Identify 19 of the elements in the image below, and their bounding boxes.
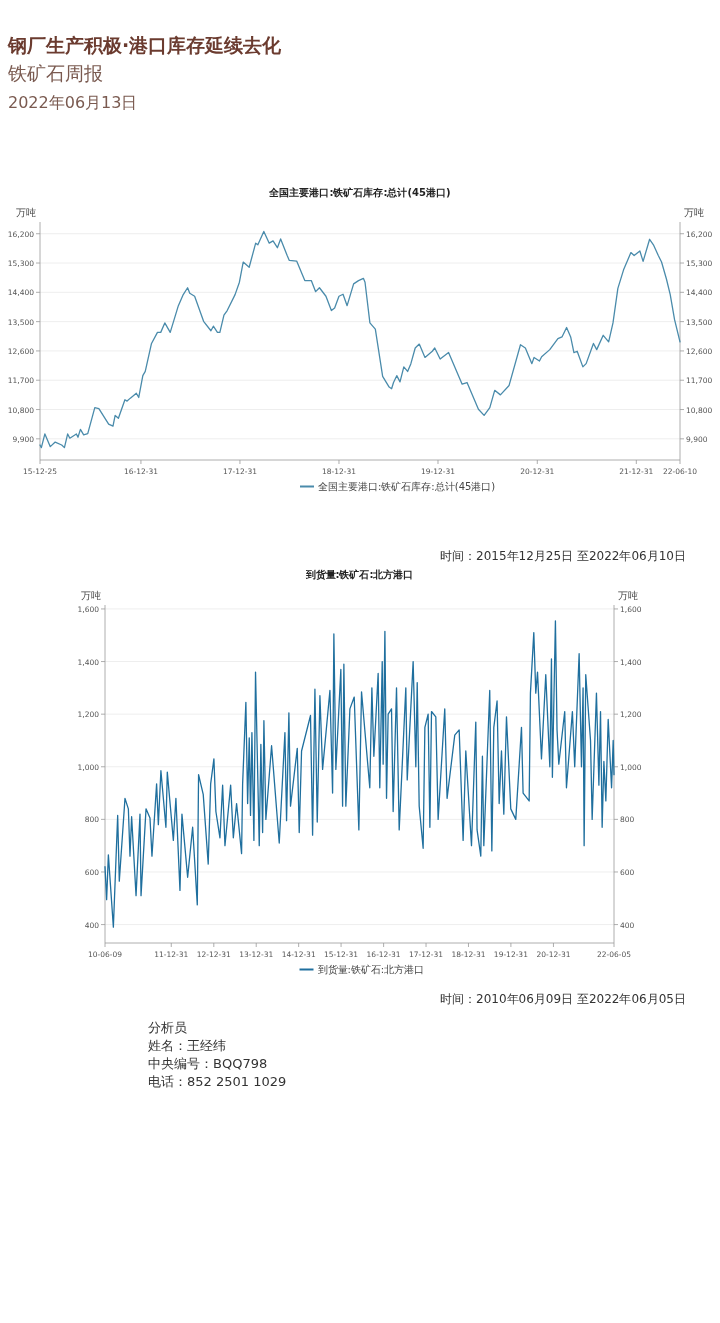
text: 铁矿石周报 (7, 62, 103, 84)
y-axis-title: 万吨 (16, 207, 36, 218)
text: 电话：852 2501 1029 (148, 1074, 287, 1089)
y2-axis-title: 万吨 (684, 207, 704, 218)
line-series (39, 230, 681, 449)
legend-label: 到货量:铁矿石:北方港口 (317, 964, 425, 975)
text: 时间：2015年12月25日 至2022年06月10日 (440, 549, 686, 563)
text: 姓名：王经纬 (148, 1038, 226, 1053)
chart-title: 到货量:铁矿石:北方港口 (304, 569, 414, 580)
legend-label: 全国主要港口:铁矿石库存:总计(45港口) (318, 481, 496, 492)
text: 2022年06月13日 (8, 93, 138, 112)
y2-axis-title: 万吨 (618, 590, 638, 601)
text: 钢厂生产积极·港口库存延续去化 (7, 34, 283, 56)
text: 时间：2010年06月09日 至2022年06月05日 (440, 992, 686, 1006)
text: 分析员 (148, 1020, 187, 1035)
y-axis-title: 万吨 (81, 590, 101, 601)
line-series (104, 620, 615, 928)
chart-title: 全国主要港口:铁矿石库存:总计(45港口) (268, 187, 451, 198)
text: 中央编号：BQQ798 (148, 1056, 268, 1071)
